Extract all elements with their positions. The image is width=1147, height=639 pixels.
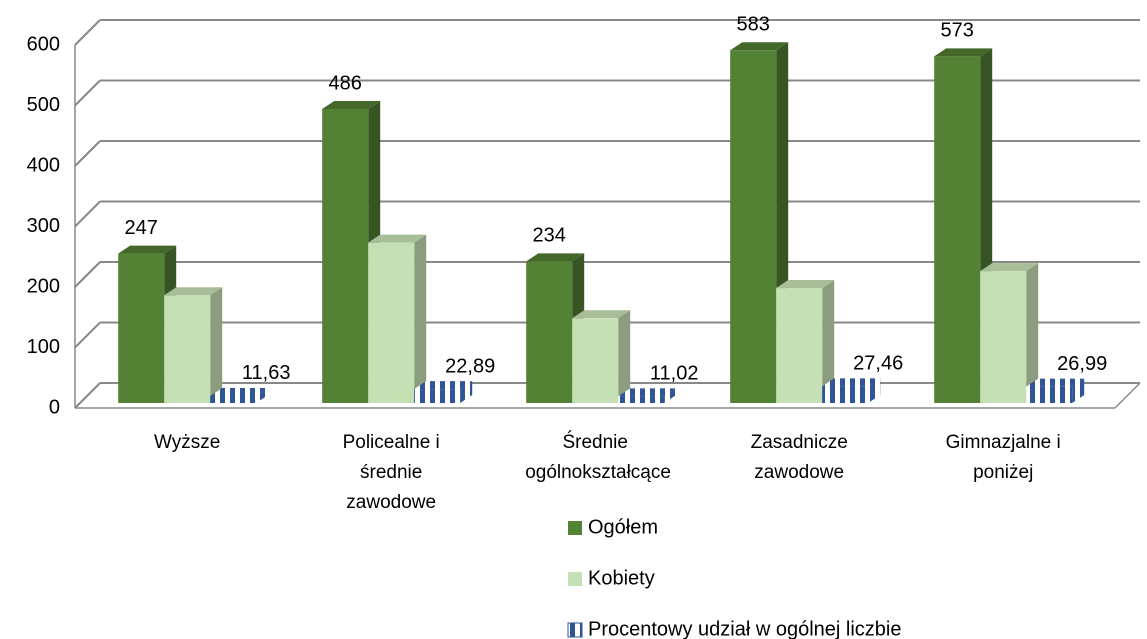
grid-line-side [74,261,101,288]
bar-top [934,48,993,57]
y-tick-label: 0 [49,396,60,418]
bar [526,261,573,403]
bar [776,288,823,403]
bar [1026,386,1073,403]
bar [322,108,369,403]
grid-line-side [74,200,101,228]
floor-right [1114,382,1141,409]
bar-top [414,381,473,390]
y-tick-label: 200 [27,275,60,297]
legend-swatch [568,572,582,586]
y-tick-label: 300 [27,215,60,237]
y-tick-label: 400 [27,154,60,176]
bar-top [776,280,835,289]
bar-top [368,234,427,243]
bar-top [618,388,677,397]
legend-swatch [568,521,582,535]
data-label: 11,63 [242,362,291,384]
data-label: 26,99 [1057,353,1107,375]
grid-line-side [74,19,101,46]
bar-side [210,287,223,403]
bar-side [822,280,835,403]
bar [980,271,1027,403]
bar-side [664,388,677,403]
bar [822,386,869,403]
bar [730,50,777,403]
bar-top [730,42,789,51]
y-tick-label: 500 [27,94,60,116]
bar-side [256,387,269,403]
y-tick-label: 600 [27,33,60,55]
grid-line-side [74,382,101,409]
bar-top [164,287,223,296]
bar-top [526,253,585,262]
y-tick-label: 100 [27,336,60,358]
bar [368,242,415,403]
bar-side [868,378,881,403]
bar-top [572,310,631,319]
bar-side [460,381,473,403]
bar [618,396,665,403]
bar-top [210,387,269,396]
bar [164,295,211,403]
grid-line-side [74,321,101,349]
x-tick-label: Policealne i średnie zawodowe [342,432,440,513]
bar-top [980,263,1039,272]
bar-side [1072,378,1085,403]
legend-label: Kobiety [588,567,655,589]
legend-label: Procentowy udział w ogólnej liczbie [588,618,902,639]
bar-side [1026,263,1039,403]
data-label: 573 [941,20,974,42]
bar [210,395,257,403]
bar-top [1026,378,1085,387]
bar [118,253,165,403]
data-label: 486 [329,72,362,94]
data-label: 22,89 [445,355,495,377]
legend-swatch [567,622,583,638]
grid-line-side [74,140,101,167]
legend-label: Ogółem [588,516,658,538]
data-label: 234 [533,225,566,247]
data-label: 27,46 [853,353,903,375]
x-tick-label: Gimnazjalne i poniżej [945,432,1061,483]
x-tick-label: Wyższe [154,432,221,453]
data-label: 247 [125,217,158,239]
bar [414,389,461,403]
bar [934,56,981,404]
data-label: 11,02 [650,363,699,385]
bar-side [414,234,427,403]
bar-side [618,310,631,403]
bar-top [822,378,881,387]
data-label: 583 [737,14,770,36]
grid-line-side [74,79,101,107]
bar-top [322,100,381,109]
bar [572,318,619,403]
bar-top [118,245,177,254]
x-tick-label: Zasadnicze zawodowe [750,432,848,483]
x-tick-label: Średnie ogólnokształcące [525,432,671,483]
